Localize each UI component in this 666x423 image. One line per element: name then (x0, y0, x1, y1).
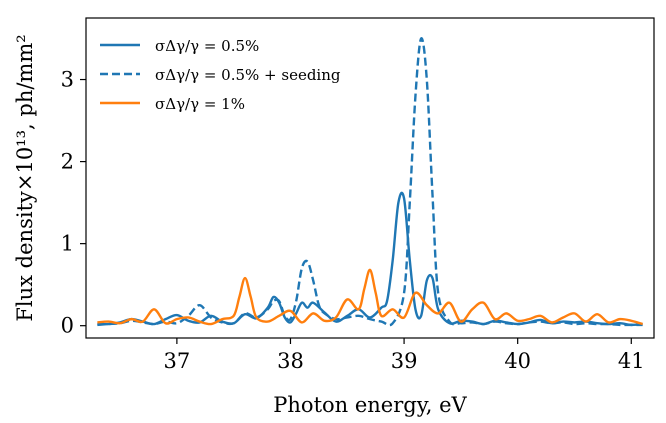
y-tick-label: 2 (61, 150, 74, 174)
x-axis-ticks: 37 38 39 40 41 (164, 338, 645, 373)
x-tick-label: 37 (164, 349, 191, 373)
x-axis-label: Photon energy, eV (273, 393, 467, 417)
series-layer (97, 37, 643, 327)
y-axis-label: Flux density×10¹³, ph/mm² (13, 34, 37, 321)
plot-frame (85, 17, 655, 339)
legend-label-1: σΔγ/γ = 0.5% + seeding (155, 66, 341, 84)
series-line-0 (97, 191, 643, 327)
x-tick-label: 38 (277, 349, 304, 373)
x-tick-label: 41 (618, 349, 645, 373)
y-tick-label: 1 (61, 232, 74, 256)
legend-label-2: σΔγ/γ = 1% (155, 95, 245, 113)
series-line-2 (97, 268, 643, 326)
series-line-1 (97, 37, 643, 327)
legend-label-0: σΔγ/γ = 0.5% (155, 37, 259, 55)
x-tick-label: 40 (504, 349, 531, 373)
x-tick-label: 39 (391, 349, 418, 373)
y-tick-label: 0 (61, 314, 74, 338)
y-axis-ticks: 0 1 2 3 (61, 68, 86, 338)
y-tick-label: 3 (61, 68, 74, 92)
legend: σΔγ/γ = 0.5% σΔγ/γ = 0.5% + seeding σΔγ/γ … (100, 37, 341, 113)
